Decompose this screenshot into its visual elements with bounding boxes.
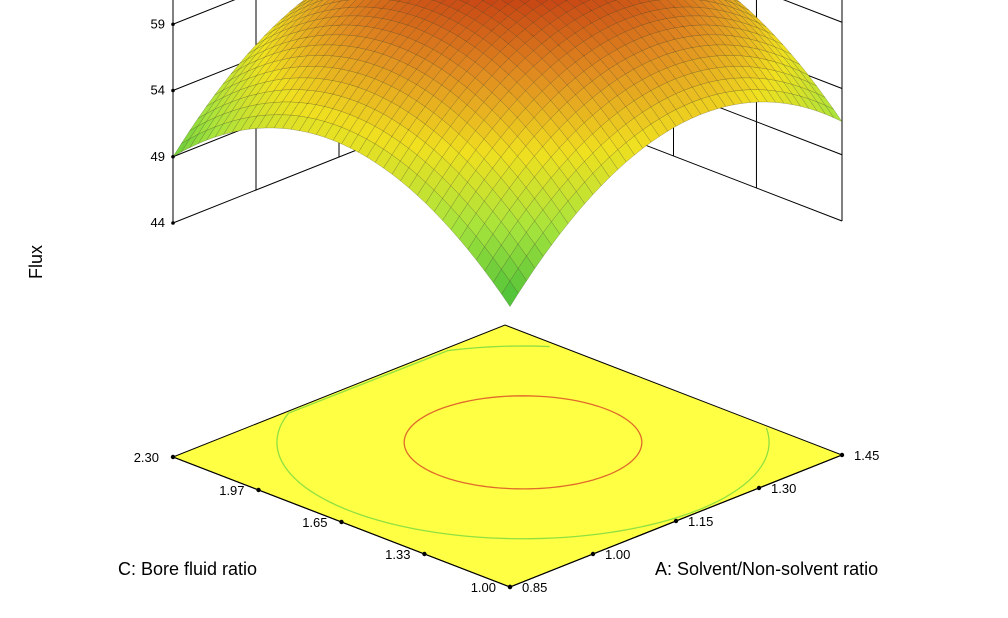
y-tick-label: 1.00 <box>471 580 496 595</box>
y-tick-mark <box>422 551 427 557</box>
x-tick-mark <box>839 452 845 458</box>
z-tick-mark <box>171 221 175 225</box>
x-tick-label: 1.30 <box>771 481 796 496</box>
y-tick-mark <box>256 487 261 493</box>
y-tick-label: 1.65 <box>302 515 327 530</box>
surface-cell <box>501 280 519 307</box>
z-tick-label: 59 <box>151 16 165 31</box>
z-tick-label: 44 <box>151 215 165 230</box>
floor-plane <box>171 324 844 588</box>
axis-ticks: 44495459640.851.001.151.301.451.001.331.… <box>134 16 880 595</box>
response-surface <box>172 0 843 307</box>
floor-contours <box>276 345 770 540</box>
y-axis-title: C: Bore fluid ratio <box>118 559 257 579</box>
y-tick-label: 2.30 <box>134 450 159 465</box>
surface-cell <box>518 0 531 4</box>
x-tick-label: 1.00 <box>605 547 630 562</box>
x-tick-mark <box>590 551 596 557</box>
base-plane <box>171 324 844 588</box>
y-tick-label: 1.97 <box>219 483 244 498</box>
y-tick-label: 1.33 <box>385 547 410 562</box>
y-tick-mark <box>339 519 344 525</box>
z-tick-label: 49 <box>151 149 165 164</box>
z-axis-title: Flux <box>26 245 46 279</box>
contour-low <box>276 345 770 540</box>
z-tick-label: 54 <box>151 83 165 98</box>
x-tick-label: 1.45 <box>854 448 879 463</box>
y-tick-mark <box>507 584 513 590</box>
y-tick-mark <box>170 454 176 460</box>
x-tick-label: 0.85 <box>522 580 547 595</box>
z-tick-mark <box>171 88 175 93</box>
x-axis-title: A: Solvent/Non-solvent ratio <box>655 559 878 579</box>
z-tick-mark <box>171 22 175 27</box>
contour-high <box>403 395 643 490</box>
x-tick-mark <box>756 485 762 491</box>
x-tick-label: 1.15 <box>688 514 713 529</box>
x-tick-mark <box>673 518 679 524</box>
z-tick-mark <box>171 154 175 159</box>
